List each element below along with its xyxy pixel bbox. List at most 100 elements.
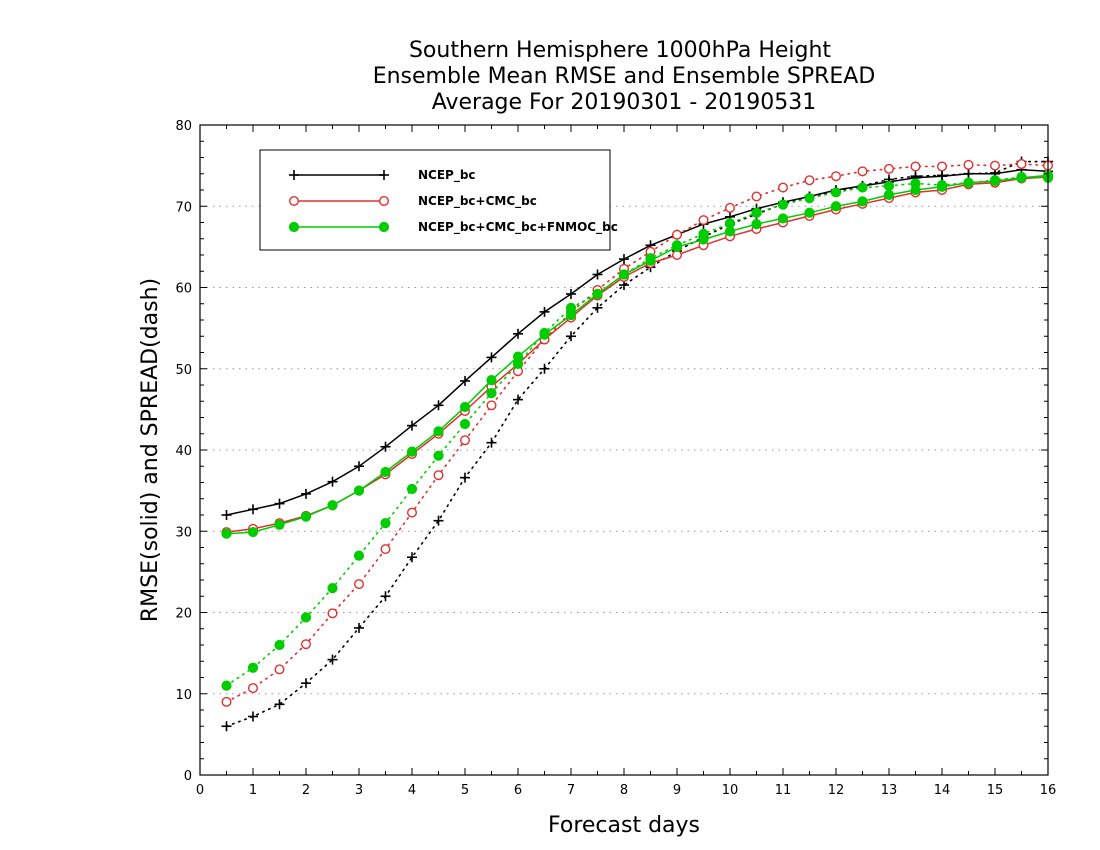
spread-point [301, 678, 311, 689]
x-tick-label: 12 [828, 783, 845, 798]
spread-point [804, 193, 815, 204]
spread-point [274, 699, 285, 710]
spread-point [857, 166, 868, 177]
legend-marker [378, 221, 390, 233]
spread-point [618, 269, 630, 280]
spread-point [247, 662, 259, 673]
spread-point [1016, 171, 1027, 183]
spread-point [221, 696, 232, 707]
y-tick-label: 30 [175, 525, 192, 540]
spread-point [963, 177, 974, 188]
spread-point [883, 180, 895, 192]
legend-entry: NCEP_bc [289, 168, 476, 183]
legend-marker [288, 221, 300, 233]
spread-point [380, 544, 391, 555]
spread-point [857, 182, 868, 193]
rmse-point [407, 420, 417, 431]
y-tick-label: 10 [175, 688, 192, 703]
spread-point [353, 550, 365, 561]
legend-marker [379, 195, 390, 206]
y-tick-label: 70 [175, 200, 192, 215]
rmse-point [221, 510, 232, 520]
chart-title-line-3: Average For 20190301 - 20190531 [432, 90, 817, 115]
y-tick-label: 20 [175, 607, 192, 622]
spread-point [460, 435, 471, 446]
x-tick-label: 13 [881, 783, 898, 798]
spread-point [963, 168, 974, 179]
spread-point [592, 302, 603, 313]
spread-point [274, 639, 285, 651]
rmse-point [221, 528, 232, 539]
legend-label: NCEP_bc+CMC_bc [418, 194, 537, 209]
x-tick-label: 8 [620, 783, 628, 798]
spread-point [406, 483, 418, 495]
rmse-point [566, 289, 576, 299]
rmse-point [327, 476, 338, 487]
x-tick-label: 14 [934, 783, 951, 798]
spread-point [327, 608, 338, 619]
spread-point [539, 363, 550, 374]
spread-point [247, 683, 258, 694]
legend-marker [289, 170, 299, 180]
legend-label: NCEP_bc+CMC_bc+FNMOC_bc [418, 220, 618, 235]
spread-point [327, 583, 338, 594]
rmse-point [751, 219, 762, 230]
spread-point [565, 302, 577, 313]
rmse-point [354, 461, 364, 472]
series-group [221, 156, 1054, 732]
x-tick-label: 11 [775, 783, 792, 798]
rmse-point [433, 426, 444, 437]
rmse-point [592, 269, 603, 280]
rmse-point [248, 504, 258, 515]
spread-point [698, 228, 709, 239]
rmse-point [247, 526, 259, 538]
spread-point [486, 388, 497, 399]
spread-point [989, 175, 1001, 186]
rmse-point [619, 254, 629, 265]
spread-point [724, 218, 736, 229]
x-tick-label: 0 [196, 783, 204, 798]
rmse-point [486, 375, 497, 386]
spread-point [433, 450, 444, 461]
rmse-point [857, 196, 868, 207]
spread-point [380, 591, 391, 602]
rmse-point [406, 446, 418, 457]
rmse-point [539, 306, 550, 317]
spread-point [354, 622, 364, 633]
spread-point [433, 470, 444, 481]
rmse-point [460, 375, 470, 386]
x-tick-label: 3 [355, 783, 363, 798]
rmse-point [433, 400, 444, 411]
legend-marker [379, 170, 389, 180]
rmse-point [672, 249, 683, 260]
y-tick-label: 0 [184, 769, 192, 784]
x-tick-label: 15 [987, 783, 1004, 798]
spread-point [751, 191, 762, 202]
legend-entry: NCEP_bc+CMC_bc [289, 194, 537, 209]
rmse-point [804, 207, 815, 218]
spread-line [225, 176, 1049, 687]
spread-point [407, 552, 417, 563]
spread-point [513, 394, 523, 405]
spread-point [830, 187, 842, 198]
x-tick-label: 2 [302, 783, 310, 798]
legend: NCEP_bc NCEP_bc+CMC_bc NCEP_bc+CMC_bc+FNMO… [259, 149, 618, 251]
rmse-point [380, 466, 391, 478]
rmse-point [830, 201, 842, 212]
spread-point [672, 229, 683, 240]
legend-label: NCEP_bc [418, 168, 476, 183]
spread-point [486, 437, 497, 448]
y-axis: 0 10 20 30 40 50 60 70 80 [175, 119, 1048, 784]
spread-point [884, 163, 895, 174]
spread-point [963, 159, 974, 170]
spread-point [566, 331, 576, 342]
x-tick-label: 16 [1040, 783, 1057, 798]
spread-point [380, 518, 391, 529]
chart-title-line-2: Ensemble Mean RMSE and Ensemble SPREAD [373, 64, 876, 89]
spread-point [512, 358, 524, 369]
spread-point [248, 711, 258, 722]
spread-point [486, 400, 497, 411]
y-tick-label: 80 [175, 119, 192, 134]
spread-point [778, 182, 789, 193]
